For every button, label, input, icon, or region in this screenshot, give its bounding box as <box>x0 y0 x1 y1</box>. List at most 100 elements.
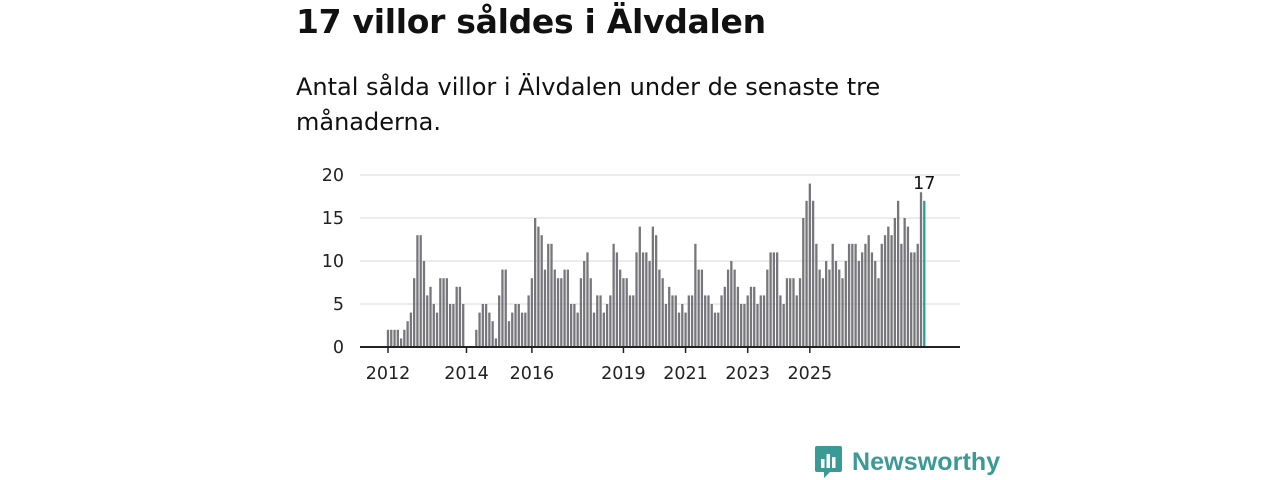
bar <box>910 252 913 347</box>
bar <box>720 295 723 347</box>
bar <box>586 252 589 347</box>
bar <box>406 321 409 347</box>
bar <box>592 312 596 347</box>
bar <box>838 269 841 347</box>
bar <box>736 286 740 347</box>
bar <box>569 304 573 347</box>
bar <box>396 329 399 347</box>
latest-value-label: 17 <box>913 174 935 194</box>
bar <box>726 269 730 347</box>
bar <box>733 269 736 347</box>
bar <box>815 243 818 347</box>
bar <box>573 304 576 347</box>
brand-logo: Newsworthy <box>814 444 1000 480</box>
bar <box>651 226 655 347</box>
bar <box>847 243 851 347</box>
bar <box>857 261 861 347</box>
bar <box>553 269 556 347</box>
brand-name: Newsworthy <box>852 447 1001 476</box>
bar <box>432 304 435 347</box>
bar <box>507 321 511 347</box>
bar <box>893 218 896 347</box>
x-tick-label: 2014 <box>444 364 489 384</box>
bar <box>694 243 697 347</box>
bar <box>710 304 713 347</box>
bar <box>782 304 785 347</box>
bar <box>399 338 403 347</box>
bar <box>491 321 494 347</box>
bar <box>458 286 462 347</box>
bar <box>435 312 439 347</box>
bar <box>668 286 671 347</box>
bar <box>762 295 766 347</box>
bar <box>769 252 772 347</box>
bar <box>635 252 638 347</box>
bar <box>560 278 563 347</box>
bar <box>524 312 527 347</box>
bar <box>625 278 628 347</box>
bar <box>821 278 825 347</box>
bar <box>671 295 674 347</box>
bar <box>645 252 648 347</box>
y-tick-label: 15 <box>322 209 344 229</box>
y-tick-label: 20 <box>322 166 344 186</box>
bar-latest <box>923 200 926 347</box>
bar <box>805 200 808 347</box>
bar <box>916 243 919 347</box>
bar <box>779 295 782 347</box>
bar <box>527 295 530 347</box>
x-tick-label: 2016 <box>510 364 555 384</box>
bar <box>919 192 923 347</box>
bar <box>828 269 831 347</box>
bar <box>488 312 491 347</box>
bar <box>707 295 710 347</box>
bar <box>766 269 769 347</box>
bar <box>818 269 821 347</box>
bar <box>413 278 416 347</box>
x-axis-ticks: 2012 2014 2016 2019 2021 2023 2025 <box>366 347 832 384</box>
x-tick-label: 2023 <box>725 364 770 384</box>
newsworthy-logo-icon <box>815 446 842 478</box>
bar <box>563 269 566 347</box>
bar <box>498 295 501 347</box>
bar <box>759 295 762 347</box>
bar-chart: 0 5 10 15 20 2012 2014 2016 2019 2021 2023 2025 17 <box>322 166 960 384</box>
y-tick-label: 5 <box>333 295 344 315</box>
bar <box>906 226 910 347</box>
bar <box>547 243 550 347</box>
bar <box>517 304 520 347</box>
bar <box>478 312 481 347</box>
bar <box>462 304 465 347</box>
bar <box>386 329 390 347</box>
bar <box>877 278 880 347</box>
bar <box>802 218 805 347</box>
bar <box>514 304 517 347</box>
bar <box>422 261 426 347</box>
bar <box>795 295 798 347</box>
bar <box>481 304 484 347</box>
bar <box>615 252 619 347</box>
bar <box>834 261 838 347</box>
bar <box>785 278 789 347</box>
bar <box>756 304 759 347</box>
bar <box>484 304 488 347</box>
bar <box>426 295 429 347</box>
bar <box>448 304 452 347</box>
bar <box>890 235 893 347</box>
bar <box>609 295 612 347</box>
bar <box>792 278 795 347</box>
bar <box>740 304 743 347</box>
bar <box>403 329 406 347</box>
bar <box>811 200 815 347</box>
bar <box>632 295 635 347</box>
bar <box>429 286 432 347</box>
bar <box>674 295 677 347</box>
bar <box>648 261 651 347</box>
bar <box>583 261 586 347</box>
chart-title: 17 villor såldes i Älvdalen <box>296 2 766 41</box>
bar <box>504 269 507 347</box>
bar <box>520 312 524 347</box>
x-tick-label: 2021 <box>663 364 708 384</box>
bar <box>622 278 625 347</box>
bar <box>903 218 906 347</box>
